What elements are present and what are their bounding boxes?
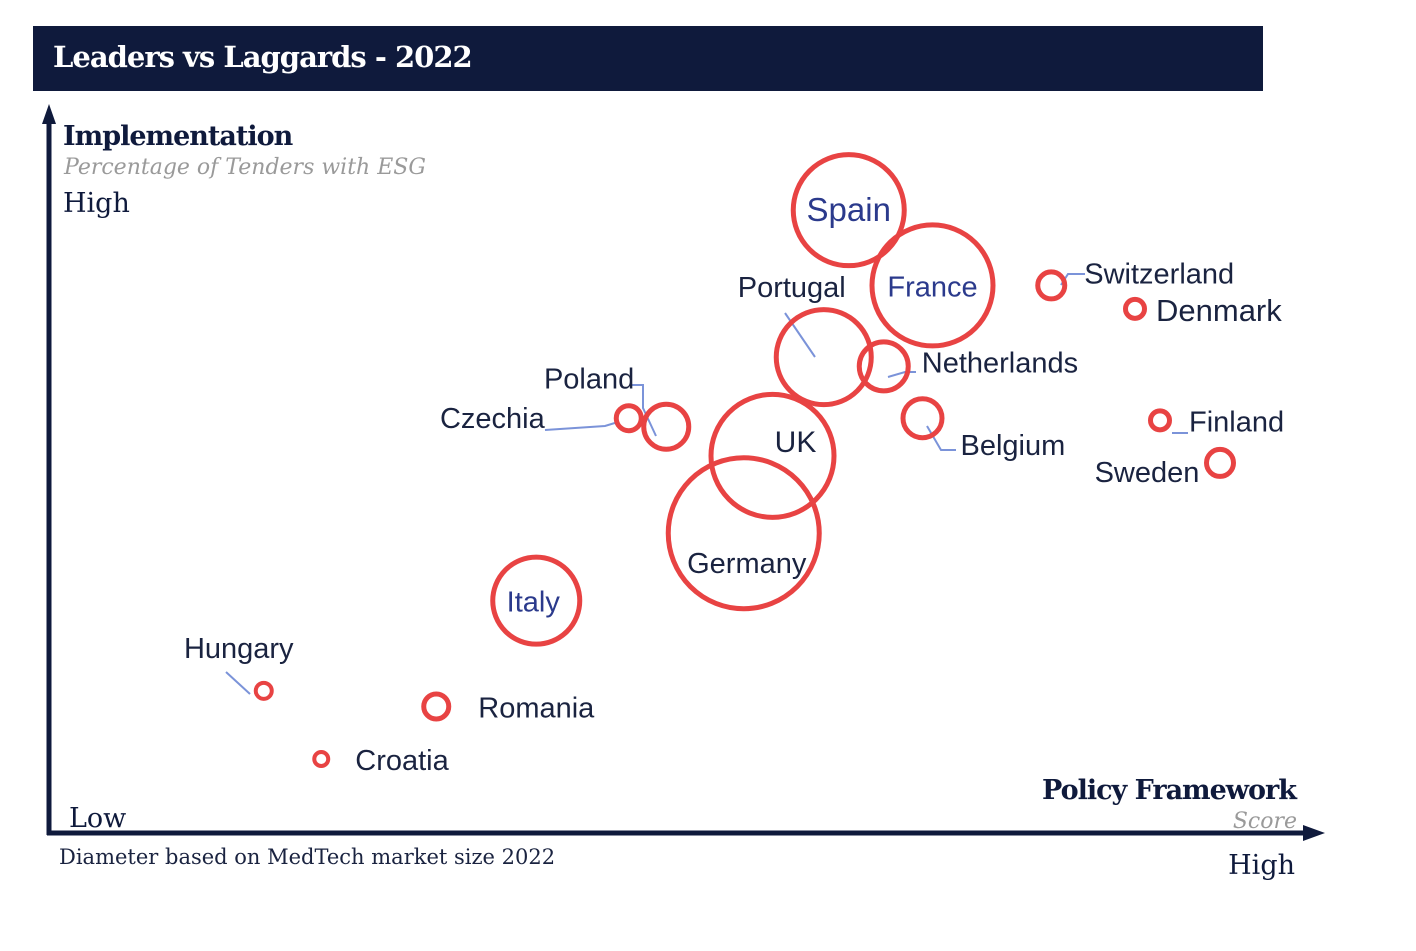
bubble-italy [490,554,583,647]
leader-line-poland [632,384,657,437]
bubble-sweden [1204,446,1236,479]
bubble-netherlands [856,339,911,394]
label-portugal: Portugal [738,272,846,304]
label-finland: Finland [1189,406,1284,438]
footnote: Diameter based on MedTech market size 20… [59,845,555,869]
y-axis-subtitle: Percentage of Tenders with ESG [63,155,426,180]
x-axis-arrow [1303,825,1325,841]
label-denmark: Denmark [1156,293,1282,328]
label-hungary: Hungary [184,633,294,665]
bubble-czechia [613,403,644,434]
y-axis-arrow [42,104,56,124]
bubble-croatia [312,750,331,768]
bubble-france [869,222,996,349]
bubble-spain [790,152,907,269]
label-netherlands: Netherlands [922,347,1078,379]
x-axis-high-label: High [1228,850,1295,881]
bubble-finland [1148,408,1172,433]
bubble-uk [708,391,837,520]
label-uk: UK [775,426,817,459]
label-italy: Italy [507,587,561,619]
label-france: France [887,271,977,303]
bubble-hungary [253,680,274,701]
x-axis-low-label: Low [69,803,126,834]
label-czechia: Czechia [440,403,546,435]
label-croatia: Croatia [355,745,449,777]
bubble-switzerland [1035,269,1068,302]
chart-title: Leaders vs Laggards - 2022 [53,40,473,74]
bubble-portugal [773,307,874,408]
label-spain: Spain [807,191,891,228]
label-switzerland: Switzerland [1084,258,1234,290]
label-poland: Poland [544,364,634,396]
leader-line-czechia [544,421,619,431]
bubble-belgium [900,396,945,441]
x-axis-subtitle: Score [1233,809,1297,834]
label-germany: Germany [687,548,807,580]
bubble-poland [641,401,692,452]
leader-line-portugal [784,312,816,358]
label-sweden: Sweden [1095,457,1200,489]
leader-line-netherlands [887,371,916,378]
label-romania: Romania [478,692,595,724]
bubble-romania [421,691,452,722]
y-axis-title: Implementation [63,121,294,152]
x-axis-title: Policy Framework [1042,775,1298,806]
leader-lines [225,273,1188,695]
bubble-denmark [1123,296,1147,321]
leader-line-hungary [225,671,251,695]
label-belgium: Belgium [961,430,1066,462]
bubbles [253,152,1236,768]
y-axis-high-label: High [63,188,130,219]
bubble-germany [665,455,822,612]
chart-title-banner: Leaders vs Laggards - 2022 [33,26,1263,91]
